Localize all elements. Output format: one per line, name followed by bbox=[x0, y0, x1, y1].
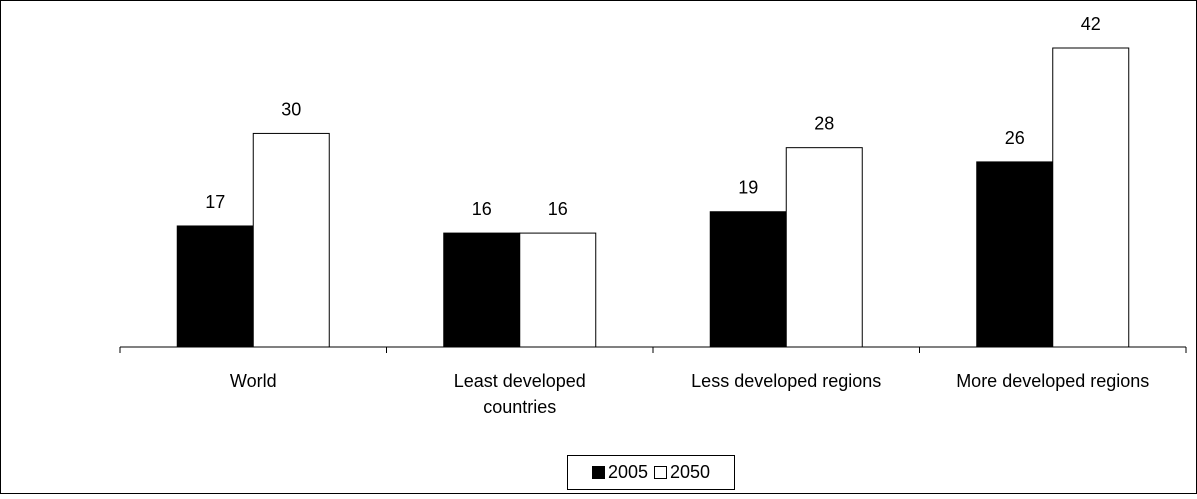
legend: 2005 2050 bbox=[567, 455, 735, 490]
data-label-2050-2: 28 bbox=[814, 114, 834, 134]
x-axis: World Least developed countries Less develo… bbox=[119, 346, 1187, 417]
bar-2005-0 bbox=[176, 225, 254, 348]
data-label-2005-1: 16 bbox=[472, 199, 492, 219]
bar-2005-3 bbox=[976, 161, 1054, 348]
bar-2050-2 bbox=[785, 147, 863, 348]
x-tick-label-0: World bbox=[230, 371, 277, 391]
legend-swatch-2005 bbox=[591, 466, 605, 479]
bar-2050-0 bbox=[252, 132, 330, 348]
data-label-2050-1: 16 bbox=[548, 199, 568, 219]
bars-layer bbox=[176, 47, 1130, 348]
legend-item-2005: 2005 bbox=[591, 462, 648, 483]
bar-2050-3 bbox=[1052, 47, 1130, 348]
bar-2005-2 bbox=[709, 211, 787, 348]
x-tick-label-2: Less developed regions bbox=[691, 371, 881, 391]
bar-2005-1 bbox=[443, 232, 521, 348]
legend-label-2050: 2050 bbox=[670, 462, 711, 482]
data-label-2005-3: 26 bbox=[1005, 128, 1025, 148]
data-label-2050-0: 30 bbox=[281, 99, 301, 119]
legend-swatch-2050 bbox=[654, 466, 667, 479]
legend-label-2005: 2005 bbox=[607, 462, 648, 482]
data-labels-layer: 17 30 16 16 19 28 26 42 bbox=[205, 14, 1101, 219]
x-tick-label-1: Least developed countries bbox=[454, 371, 586, 417]
data-label-2050-3: 42 bbox=[1081, 14, 1101, 34]
x-tick-label-3: More developed regions bbox=[956, 371, 1149, 391]
bar-2050-1 bbox=[519, 232, 597, 348]
data-label-2005-0: 17 bbox=[205, 192, 225, 212]
data-label-2005-2: 19 bbox=[738, 178, 758, 198]
legend-item-2050: 2050 bbox=[654, 462, 710, 483]
